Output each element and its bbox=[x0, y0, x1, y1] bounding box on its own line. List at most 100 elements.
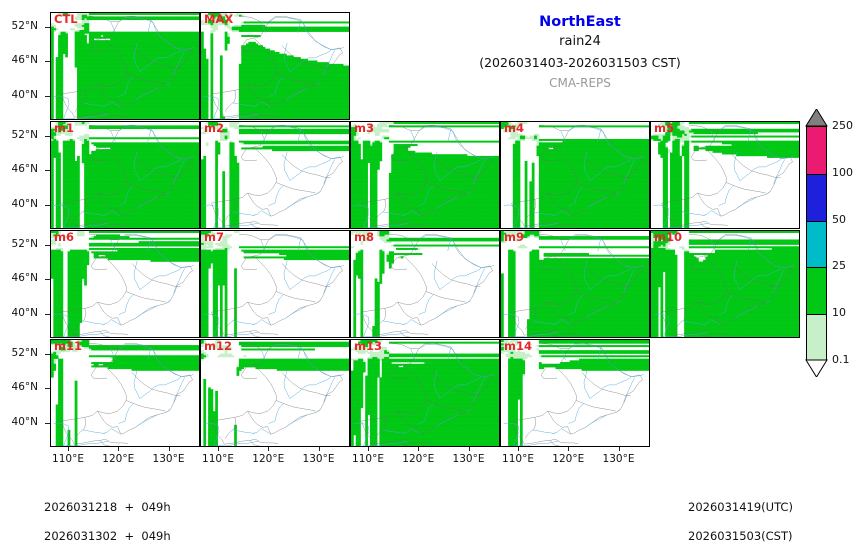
map-panel-ctl[interactable]: CTL bbox=[50, 12, 200, 120]
x-axis-tick-label: 130°E bbox=[298, 453, 340, 465]
y-axis-tick-mark bbox=[45, 170, 50, 171]
colorbar-divider bbox=[807, 221, 826, 222]
x-axis-tick-label: 120°E bbox=[97, 453, 139, 465]
map-panel-m10[interactable]: m10 bbox=[650, 230, 800, 338]
colorbar-tick-label: 0.1 bbox=[832, 353, 850, 366]
map-panel-m12[interactable]: m12 bbox=[200, 339, 350, 447]
x-axis-tick-mark bbox=[169, 447, 170, 451]
y-axis-tick-label: 46°N bbox=[4, 163, 38, 175]
x-axis-tick-label: 110°E bbox=[347, 453, 389, 465]
colorbar-segment bbox=[807, 314, 826, 361]
y-axis-tick-label: 52°N bbox=[4, 238, 38, 250]
colorbar-tick-label: 250 bbox=[832, 119, 853, 132]
y-axis-tick-label: 40°N bbox=[4, 198, 38, 210]
y-axis-tick-label: 52°N bbox=[4, 129, 38, 141]
footer-valid-utc: 2026031419(UTC) bbox=[688, 500, 793, 514]
footer-right: 2026031419(UTC) 2026031503(CST) bbox=[688, 500, 793, 544]
map-canvas bbox=[51, 13, 199, 119]
x-axis-tick-mark bbox=[319, 447, 320, 451]
colorbar bbox=[806, 126, 827, 360]
x-axis-tick-mark bbox=[518, 447, 519, 451]
map-panel-m6[interactable]: m6 bbox=[50, 230, 200, 338]
y-axis-tick-label: 40°N bbox=[4, 307, 38, 319]
map-canvas bbox=[651, 122, 799, 228]
y-axis-tick-mark bbox=[45, 423, 50, 424]
map-panel-m13[interactable]: m13 bbox=[350, 339, 500, 447]
panel-label-m7: m7 bbox=[204, 231, 224, 244]
panel-label-m9: m9 bbox=[504, 231, 524, 244]
footer-left: 2026031218 + 049h 2026031302 + 049h bbox=[44, 500, 171, 544]
colorbar-divider bbox=[807, 267, 826, 268]
y-axis-tick-mark bbox=[45, 61, 50, 62]
map-panel-m5[interactable]: m5 bbox=[650, 121, 800, 229]
x-axis-tick-label: 120°E bbox=[547, 453, 589, 465]
y-axis-tick-label: 40°N bbox=[4, 416, 38, 428]
panel-label-m6: m6 bbox=[54, 231, 74, 244]
colorbar-segment bbox=[807, 174, 826, 221]
map-panel-m4[interactable]: m4 bbox=[500, 121, 650, 229]
y-axis-tick-mark bbox=[45, 388, 50, 389]
x-axis-tick-mark bbox=[619, 447, 620, 451]
map-panel-m3[interactable]: m3 bbox=[350, 121, 500, 229]
map-panel-m2[interactable]: m2 bbox=[200, 121, 350, 229]
x-axis-tick-mark bbox=[368, 447, 369, 451]
x-axis-tick-mark bbox=[469, 447, 470, 451]
y-axis-tick-mark bbox=[45, 136, 50, 137]
y-axis-tick-label: 52°N bbox=[4, 347, 38, 359]
map-panel-m14[interactable]: m14 bbox=[500, 339, 650, 447]
map-canvas bbox=[501, 122, 649, 228]
x-axis-tick-label: 130°E bbox=[148, 453, 190, 465]
colorbar-divider bbox=[807, 174, 826, 175]
footer-init-line2: 2026031302 + 049h bbox=[44, 529, 171, 543]
panel-label-m1: m1 bbox=[54, 122, 74, 135]
map-canvas bbox=[651, 231, 799, 337]
panel-label-m2: m2 bbox=[204, 122, 224, 135]
colorbar-tick-label: 100 bbox=[832, 166, 853, 179]
footer-init-line1: 2026031218 + 049h bbox=[44, 500, 171, 514]
x-axis-tick-label: 120°E bbox=[397, 453, 439, 465]
page-title: NorthEast bbox=[430, 14, 730, 31]
panel-label-m11: m11 bbox=[54, 340, 82, 353]
x-axis-tick-mark bbox=[418, 447, 419, 451]
x-axis-tick-label: 110°E bbox=[497, 453, 539, 465]
colorbar-tick-label: 10 bbox=[832, 306, 846, 319]
colorbar-tick-label: 50 bbox=[832, 213, 846, 226]
panel-label-max: MAX bbox=[204, 13, 233, 26]
colorbar-divider bbox=[807, 314, 826, 315]
x-axis-tick-mark bbox=[68, 447, 69, 451]
y-axis-tick-label: 46°N bbox=[4, 54, 38, 66]
y-axis-tick-label: 40°N bbox=[4, 89, 38, 101]
variable-label: rain24 bbox=[430, 31, 730, 53]
panel-label-m4: m4 bbox=[504, 122, 524, 135]
valid-time-range: (2026031403-2026031503 CST) bbox=[430, 53, 730, 73]
map-canvas bbox=[201, 231, 349, 337]
map-canvas bbox=[51, 122, 199, 228]
x-axis-tick-label: 110°E bbox=[197, 453, 239, 465]
panel-label-m12: m12 bbox=[204, 340, 232, 353]
panel-label-ctl: CTL bbox=[54, 13, 78, 26]
map-canvas bbox=[201, 122, 349, 228]
panel-label-m14: m14 bbox=[504, 340, 532, 353]
y-axis-tick-label: 46°N bbox=[4, 381, 38, 393]
map-panel-m9[interactable]: m9 bbox=[500, 230, 650, 338]
map-panel-m7[interactable]: m7 bbox=[200, 230, 350, 338]
x-axis-tick-mark bbox=[568, 447, 569, 451]
colorbar-under-arrow bbox=[805, 359, 828, 377]
x-axis-tick-label: 110°E bbox=[47, 453, 89, 465]
map-canvas bbox=[351, 231, 499, 337]
y-axis-tick-mark bbox=[45, 314, 50, 315]
colorbar-over-arrow bbox=[805, 109, 828, 127]
colorbar-segment bbox=[807, 127, 826, 174]
map-panel-m11[interactable]: m11 bbox=[50, 339, 200, 447]
x-axis-tick-label: 130°E bbox=[448, 453, 490, 465]
y-axis-tick-mark bbox=[45, 354, 50, 355]
panel-label-m5: m5 bbox=[654, 122, 674, 135]
map-panel-m8[interactable]: m8 bbox=[350, 230, 500, 338]
y-axis-tick-label: 46°N bbox=[4, 272, 38, 284]
x-axis-tick-label: 130°E bbox=[598, 453, 640, 465]
panel-label-m13: m13 bbox=[354, 340, 382, 353]
map-panel-m1[interactable]: m1 bbox=[50, 121, 200, 229]
map-canvas bbox=[201, 13, 349, 119]
map-panel-max[interactable]: MAX bbox=[200, 12, 350, 120]
